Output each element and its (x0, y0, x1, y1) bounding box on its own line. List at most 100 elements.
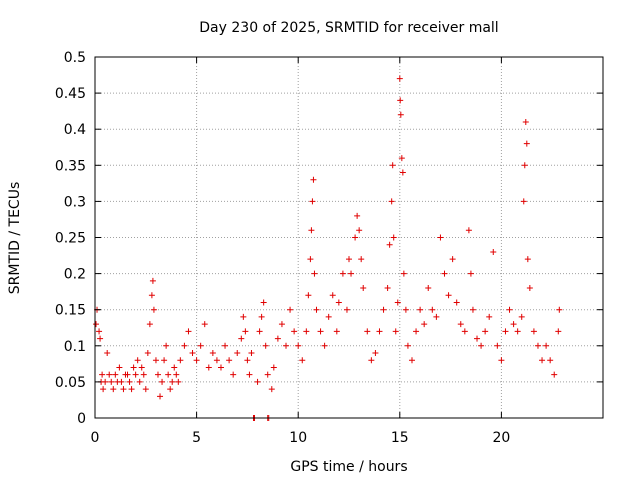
y-tick-label: 0.45 (55, 86, 86, 102)
y-tick-label: 0.4 (64, 122, 86, 138)
data-point (260, 299, 267, 306)
data-point (262, 342, 269, 349)
data-point (309, 198, 316, 205)
y-tick-label: 0 (77, 411, 86, 427)
data-point (469, 306, 476, 313)
y-tick-label: 0.2 (64, 267, 86, 283)
data-point (217, 364, 224, 371)
data-point (502, 328, 509, 335)
data-point (136, 378, 143, 385)
data-point (134, 357, 141, 364)
data-point (398, 155, 405, 162)
data-point (396, 75, 403, 82)
data-point (539, 357, 546, 364)
y-tick-label: 0.5 (64, 50, 86, 66)
y-tick-labels: 0 0.05 0.1 0.15 0.2 0.25 0.3 0.35 0.4 0.45 0.5 (55, 50, 86, 427)
data-point (169, 378, 176, 385)
data-point (482, 328, 489, 335)
x-tick-label: 5 (192, 430, 201, 446)
data-point (352, 234, 359, 241)
data-point (335, 299, 342, 306)
data-point (205, 364, 212, 371)
data-point (159, 378, 166, 385)
data-point (128, 386, 135, 393)
data-point (506, 306, 513, 313)
data-point (392, 328, 399, 335)
data-point (278, 321, 285, 328)
data-point (246, 371, 253, 378)
data-point (100, 386, 107, 393)
data-point (325, 313, 332, 320)
data-point (425, 285, 432, 292)
data-point (287, 306, 294, 313)
data-point (104, 350, 111, 357)
data-point (138, 364, 145, 371)
data-point (524, 256, 531, 263)
data-point (317, 328, 324, 335)
data-point (181, 342, 188, 349)
data-point (486, 313, 493, 320)
data-point (329, 292, 336, 299)
data-point (264, 371, 271, 378)
data-point (368, 357, 375, 364)
data-point (390, 234, 397, 241)
data-point (97, 335, 104, 342)
data-point (490, 248, 497, 255)
data-point (437, 234, 444, 241)
data-point (213, 357, 220, 364)
data-point (230, 371, 237, 378)
data-point (372, 350, 379, 357)
y-tick-label: 0.05 (55, 375, 86, 391)
data-point (494, 342, 501, 349)
data-point (510, 321, 517, 328)
data-point (283, 342, 290, 349)
data-point (404, 342, 411, 349)
y-axis-label: SRMTID / TECUs (7, 182, 23, 295)
x-tick-label: 10 (289, 430, 307, 446)
data-point (161, 357, 168, 364)
x-axis-label: GPS time / hours (290, 459, 407, 475)
data-point (457, 321, 464, 328)
data-point (467, 270, 474, 277)
y-tick-label: 0.3 (64, 194, 86, 210)
data-point (209, 350, 216, 357)
x-tick-label: 15 (391, 430, 409, 446)
data-point (167, 386, 174, 393)
data-point (397, 97, 404, 104)
x-tick-labels: 0 5 10 15 20 (91, 430, 511, 446)
data-point (175, 378, 182, 385)
data-point (150, 306, 157, 313)
data-point (551, 371, 558, 378)
data-point (389, 162, 396, 169)
data-point (441, 270, 448, 277)
data-point (305, 292, 312, 299)
data-point (354, 212, 361, 219)
data-point (397, 111, 404, 118)
data-point (124, 371, 131, 378)
chart-title: Day 230 of 2025, SRMTID for receiver mal… (199, 20, 498, 36)
data-point (478, 342, 485, 349)
data-point (413, 328, 420, 335)
data-point (521, 162, 528, 169)
data-point (234, 350, 241, 357)
data-point (461, 328, 468, 335)
data-point (399, 169, 406, 176)
data-point (474, 335, 481, 342)
data-point (142, 386, 149, 393)
data-point (514, 328, 521, 335)
data-point (112, 371, 119, 378)
data-point (130, 364, 137, 371)
data-point (356, 227, 363, 234)
data-point (449, 256, 456, 263)
data-point (534, 342, 541, 349)
data-point (222, 342, 229, 349)
data-point (307, 256, 314, 263)
x-tick-label: 20 (492, 430, 510, 446)
data-point (380, 306, 387, 313)
data-point (523, 140, 530, 147)
data-point (189, 350, 196, 357)
data-point (308, 227, 315, 234)
data-point (518, 313, 525, 320)
data-point (311, 270, 318, 277)
